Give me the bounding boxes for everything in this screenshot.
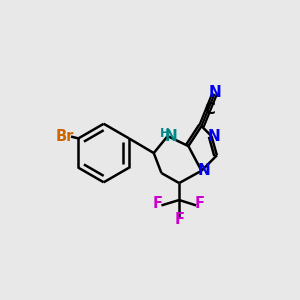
Text: C: C — [204, 102, 214, 117]
Text: F: F — [195, 196, 205, 211]
Text: Br: Br — [55, 129, 74, 144]
Text: N: N — [165, 129, 178, 144]
Text: N: N — [197, 163, 210, 178]
Text: H: H — [160, 127, 170, 140]
Text: F: F — [153, 196, 163, 211]
Text: N: N — [207, 129, 220, 144]
Text: F: F — [174, 212, 184, 227]
Text: N: N — [208, 85, 221, 100]
